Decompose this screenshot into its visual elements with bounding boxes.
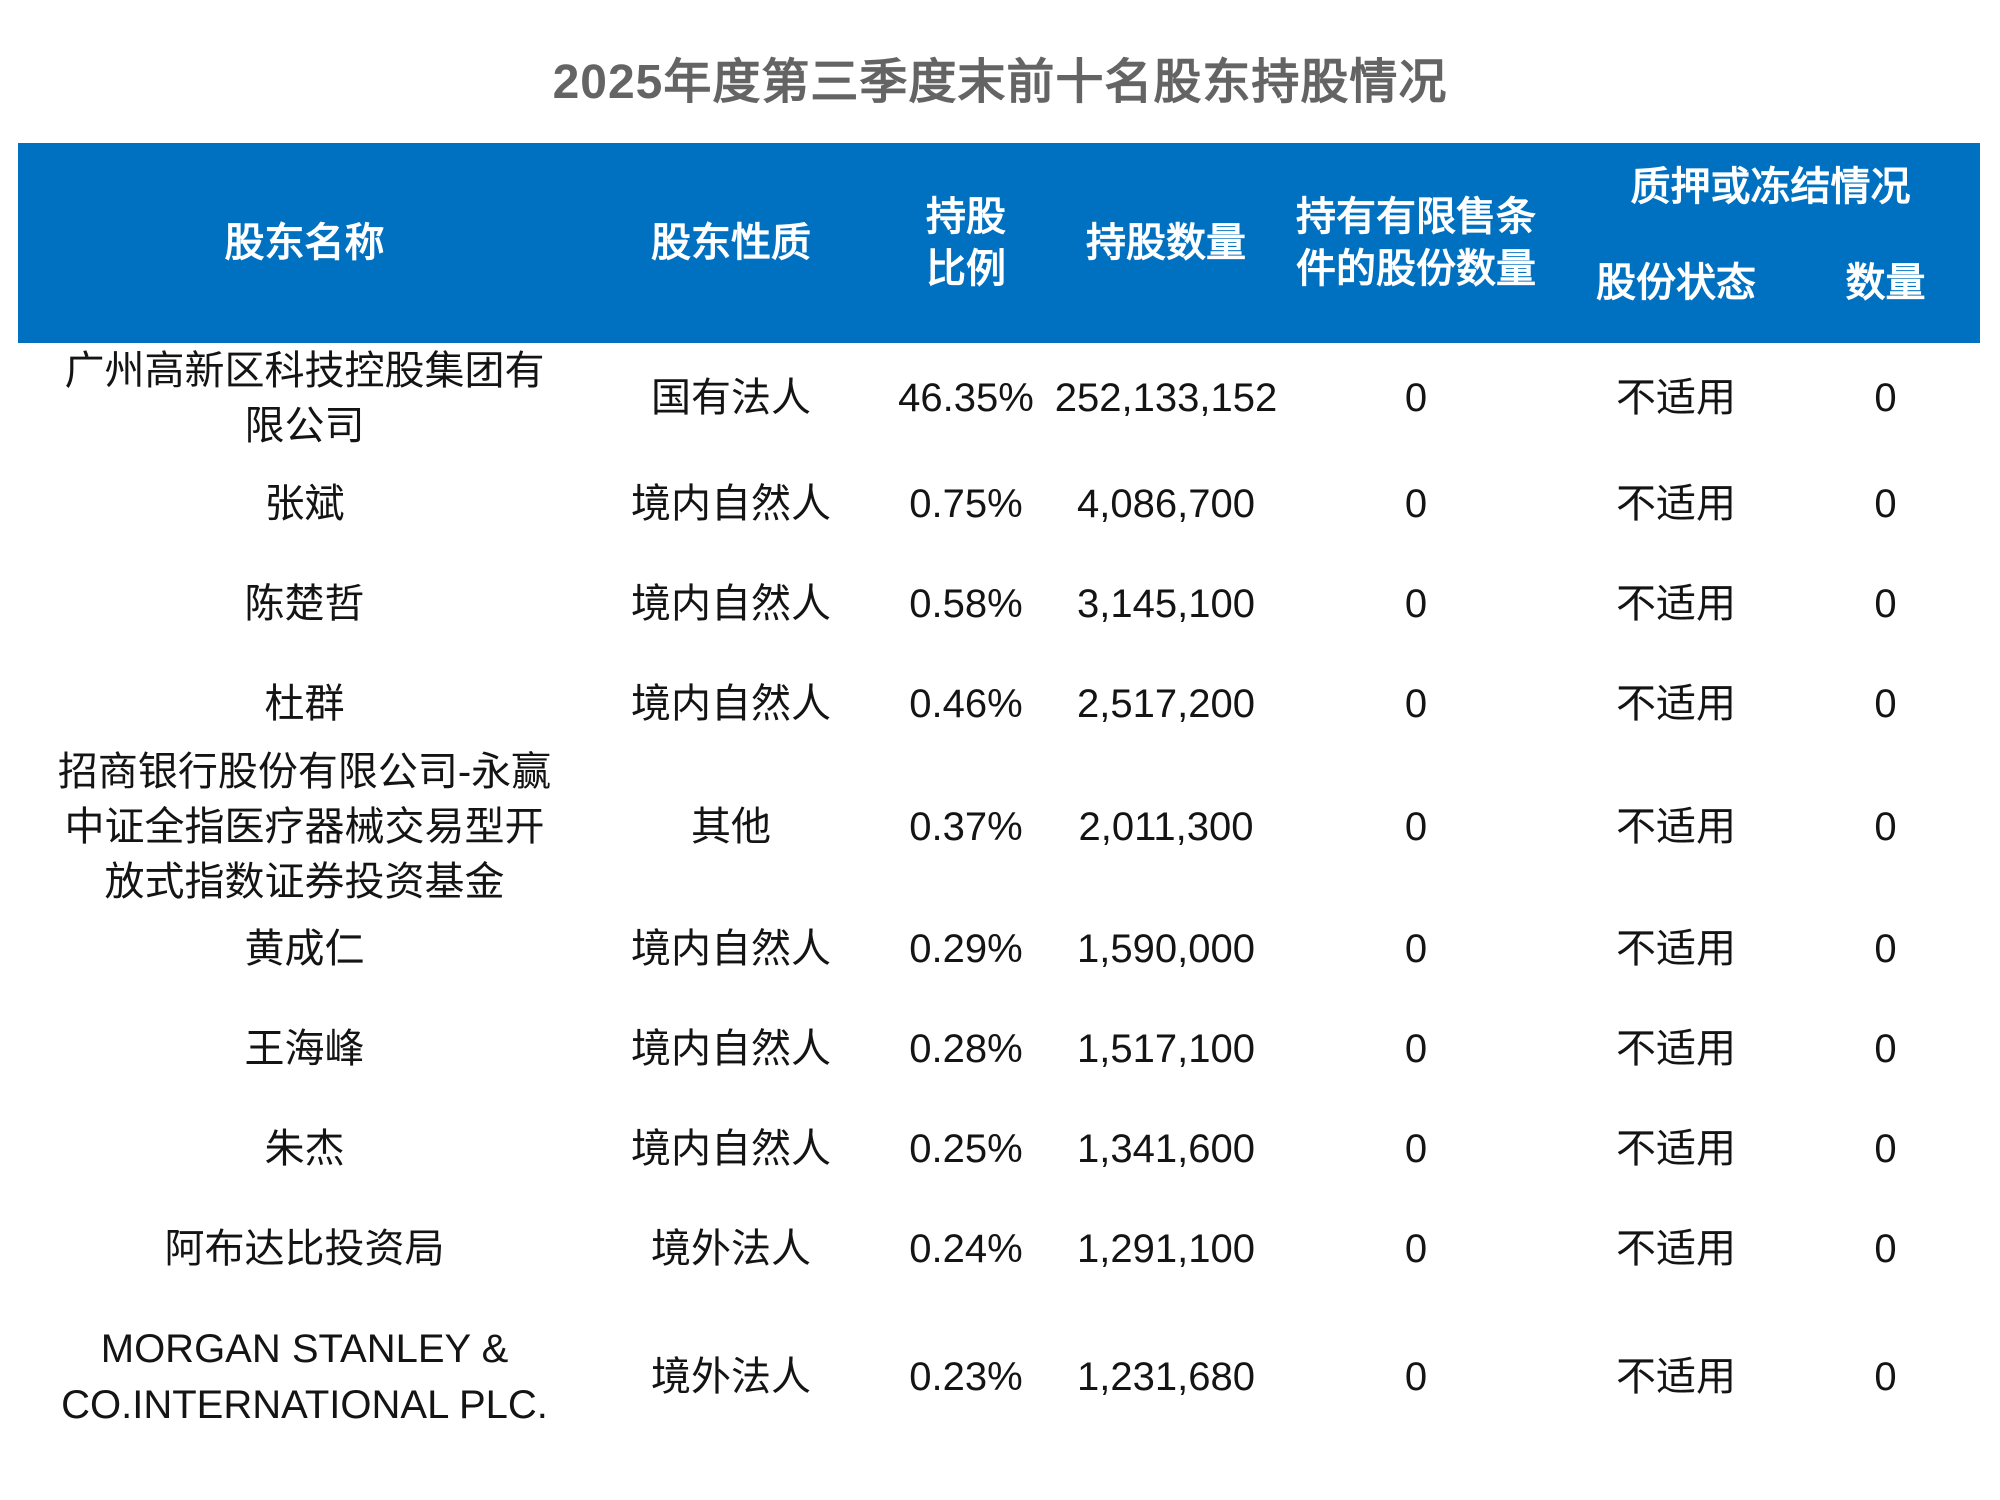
cell-shares-held: 1,517,100 <box>1077 1027 1255 1072</box>
cell-shareholder-name: 阿布达比投资局 <box>164 1227 445 1272</box>
cell-restricted-shares: 0 <box>1404 582 1428 627</box>
table-row: 王海峰 境内自然人 0.28% 1,517,100 0 不适用 0 <box>18 1000 1980 1100</box>
cell-share-status: 不适用 <box>1616 804 1736 849</box>
cell-shareholder-nature: 境内自然人 <box>631 1027 831 1072</box>
cell-share-status: 不适用 <box>1616 682 1736 727</box>
table-row: 招商银行股份有限公司-永赢中证全指医疗器械交易型开放式指数证券投资基金 其他 0.3… <box>18 749 1980 905</box>
table-row: 陈楚哲 境内自然人 0.58% 3,145,100 0 不适用 0 <box>18 555 1980 655</box>
table-header-row: 股东名称 股东性质 持股 比例 持股数量 持有有限售条 件的股份数量 质押或冻结… <box>18 143 1980 343</box>
cell-shareholder-nature: 境内自然人 <box>631 927 831 972</box>
cell-shareholding-ratio: 0.46% <box>909 682 1023 727</box>
page-title: 2025年度第三季度末前十名股东持股情况 <box>552 56 1448 109</box>
cell-restricted-shares: 0 <box>1404 804 1428 849</box>
cell-shareholder-name: 张斌 <box>264 482 345 527</box>
cell-shareholder-nature: 境内自然人 <box>631 1127 831 1172</box>
table-row: MORGAN STANLEY & CO.INTERNATIONAL PLC. 境外… <box>18 1300 1980 1455</box>
shareholders-table: 股东名称 股东性质 持股 比例 持股数量 持有有限售条 件的股份数量 质押或冻结… <box>18 143 1980 1455</box>
cell-quantity: 0 <box>1874 582 1897 627</box>
cell-restricted-shares: 0 <box>1404 1127 1428 1172</box>
cell-quantity: 0 <box>1874 1354 1897 1399</box>
cell-share-status: 不适用 <box>1616 1127 1736 1172</box>
table-row: 广州高新区科技控股集团有限公司 国有法人 46.35% 252,133,152 0 不适用… <box>18 343 1980 455</box>
cell-quantity: 0 <box>1874 927 1897 972</box>
cell-share-status: 不适用 <box>1616 927 1736 972</box>
cell-restricted-shares: 0 <box>1404 927 1428 972</box>
cell-shareholding-ratio: 0.23% <box>909 1354 1023 1399</box>
cell-shareholder-name: 王海峰 <box>244 1027 365 1072</box>
cell-share-status: 不适用 <box>1616 376 1736 421</box>
cell-shareholder-nature: 境外法人 <box>651 1227 811 1272</box>
cell-shareholding-ratio: 0.37% <box>909 804 1023 849</box>
cell-shareholder-name: 杜群 <box>264 682 345 727</box>
cell-share-status: 不适用 <box>1616 1027 1736 1072</box>
cell-shareholder-name: 朱杰 <box>264 1127 345 1172</box>
cell-shares-held: 2,011,300 <box>1078 804 1254 849</box>
cell-shares-held: 2,517,200 <box>1077 682 1255 727</box>
cell-quantity: 0 <box>1874 1127 1897 1172</box>
cell-shareholder-name: 招商银行股份有限公司-永赢中证全指医疗器械交易型开放式指数证券投资基金 <box>57 749 552 905</box>
cell-restricted-shares: 0 <box>1404 482 1428 527</box>
cell-shares-held: 1,590,000 <box>1077 927 1255 972</box>
table-row: 黄成仁 境内自然人 0.29% 1,590,000 0 不适用 0 <box>18 900 1980 1000</box>
cell-shareholder-name: 黄成仁 <box>244 927 365 972</box>
cell-shareholding-ratio: 0.29% <box>909 927 1023 972</box>
cell-shareholder-nature: 国有法人 <box>651 376 811 421</box>
table-row: 朱杰 境内自然人 0.25% 1,341,600 0 不适用 0 <box>18 1100 1980 1200</box>
cell-shareholder-name: 广州高新区科技控股集团有限公司 <box>64 348 545 448</box>
cell-shareholder-nature: 其他 <box>691 804 771 849</box>
table-row: 张斌 境内自然人 0.75% 4,086,700 0 不适用 0 <box>18 455 1980 555</box>
cell-restricted-shares: 0 <box>1404 682 1428 727</box>
cell-quantity: 0 <box>1874 482 1897 527</box>
cell-shares-held: 1,231,680 <box>1077 1354 1255 1399</box>
col-group-pledge-freeze: 质押或冻结情况 股份状态 数量 <box>1561 143 1980 343</box>
cell-quantity: 0 <box>1874 1027 1897 1072</box>
col-header-share-status: 股份状态 <box>1596 261 1756 305</box>
col-header-quantity: 数量 <box>1845 261 1926 305</box>
pledge-freeze-subheader-row: 股份状态 数量 <box>1561 223 1980 343</box>
cell-shareholding-ratio: 0.25% <box>909 1127 1023 1172</box>
cell-shares-held: 252,133,152 <box>1054 376 1278 421</box>
cell-shares-held: 3,145,100 <box>1077 582 1255 627</box>
cell-share-status: 不适用 <box>1616 582 1736 627</box>
cell-restricted-shares: 0 <box>1404 376 1428 421</box>
table-body: 广州高新区科技控股集团有限公司 国有法人 46.35% 252,133,152 0 不适用… <box>18 343 1980 1455</box>
cell-shares-held: 1,341,600 <box>1077 1127 1255 1172</box>
table-row: 杜群 境内自然人 0.46% 2,517,200 0 不适用 0 <box>18 655 1980 755</box>
cell-quantity: 0 <box>1874 376 1897 421</box>
cell-restricted-shares: 0 <box>1404 1027 1428 1072</box>
cell-shareholding-ratio: 46.35% <box>898 376 1034 421</box>
table-row: 阿布达比投资局 境外法人 0.24% 1,291,100 0 不适用 0 <box>18 1200 1980 1300</box>
cell-shareholding-ratio: 0.58% <box>909 582 1023 627</box>
cell-restricted-shares: 0 <box>1404 1227 1428 1272</box>
col-header-restricted-shares: 持有有限售条 件的股份数量 <box>1296 195 1536 291</box>
col-header-shares-held: 持股数量 <box>1086 221 1246 265</box>
cell-share-status: 不适用 <box>1616 482 1736 527</box>
cell-shareholder-name: MORGAN STANLEY & CO.INTERNATIONAL PLC. <box>61 1327 548 1427</box>
cell-shareholding-ratio: 0.28% <box>909 1027 1023 1072</box>
cell-share-status: 不适用 <box>1616 1227 1736 1272</box>
cell-shareholding-ratio: 0.24% <box>909 1227 1023 1272</box>
cell-shareholder-name: 陈楚哲 <box>244 582 365 627</box>
cell-restricted-shares: 0 <box>1404 1354 1428 1399</box>
cell-quantity: 0 <box>1874 1227 1897 1272</box>
cell-shareholder-nature: 境内自然人 <box>631 482 831 527</box>
cell-shares-held: 4,086,700 <box>1077 482 1255 527</box>
col-header-shareholder-nature: 股东性质 <box>651 221 811 265</box>
cell-shareholder-nature: 境外法人 <box>651 1354 811 1399</box>
cell-shares-held: 1,291,100 <box>1077 1227 1255 1272</box>
cell-shareholder-nature: 境内自然人 <box>631 582 831 627</box>
cell-quantity: 0 <box>1874 804 1897 849</box>
col-header-shareholding-ratio: 持股 比例 <box>926 195 1006 291</box>
cell-share-status: 不适用 <box>1616 1354 1736 1399</box>
cell-quantity: 0 <box>1874 682 1897 727</box>
cell-shareholding-ratio: 0.75% <box>909 482 1023 527</box>
col-header-shareholder-name: 股东名称 <box>224 221 385 265</box>
col-header-pledge-freeze-group: 质押或冻结情况 <box>1630 165 1911 209</box>
cell-shareholder-nature: 境内自然人 <box>631 682 831 727</box>
